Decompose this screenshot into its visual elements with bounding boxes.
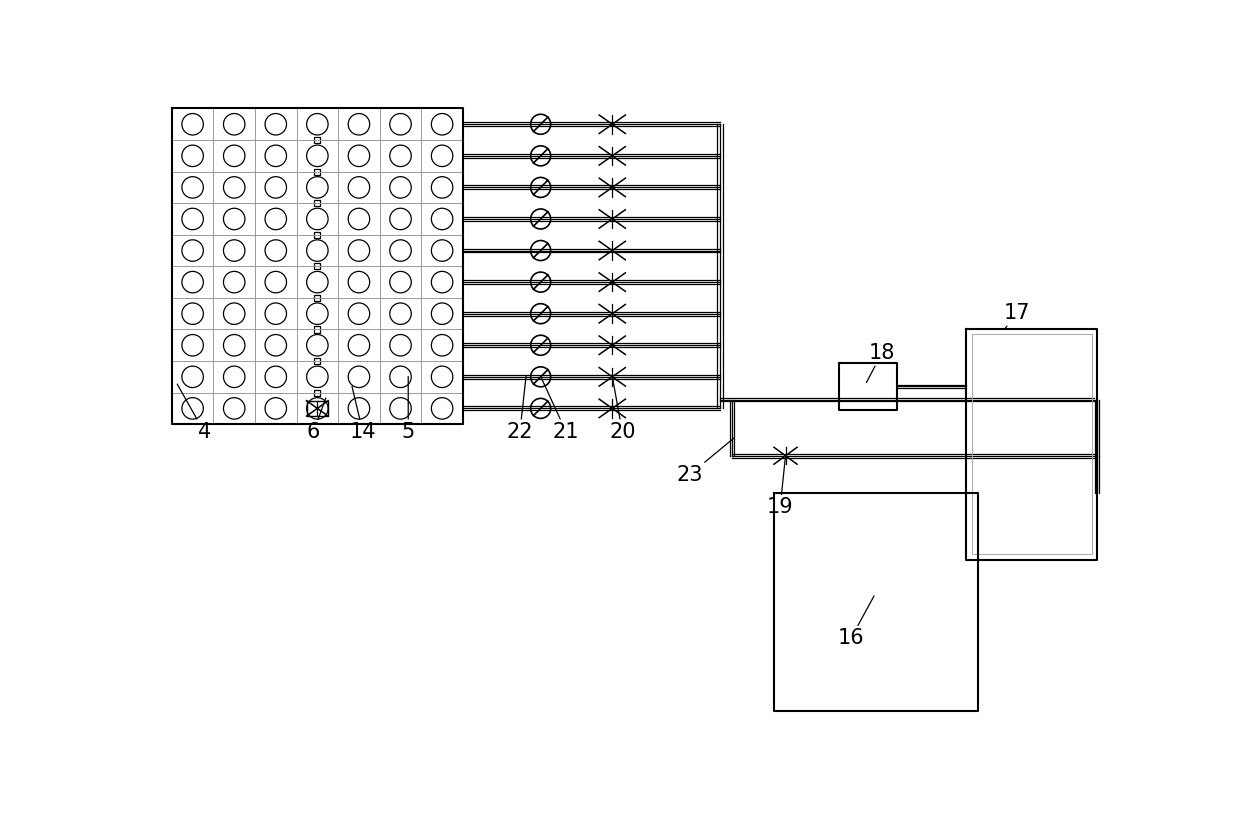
Bar xyxy=(315,137,321,143)
Bar xyxy=(315,390,321,395)
Bar xyxy=(315,294,321,301)
Text: 18: 18 xyxy=(866,343,895,383)
Text: 17: 17 xyxy=(1004,304,1030,328)
Text: 4: 4 xyxy=(177,384,211,442)
Text: 16: 16 xyxy=(838,596,873,648)
Text: 19: 19 xyxy=(767,456,793,518)
Bar xyxy=(315,263,321,270)
Text: 22: 22 xyxy=(507,376,533,442)
Text: 14: 14 xyxy=(349,386,377,442)
Text: 5: 5 xyxy=(401,376,415,442)
Text: 23: 23 xyxy=(676,438,733,485)
Bar xyxy=(315,327,321,332)
Text: 6: 6 xyxy=(307,398,326,442)
Text: 20: 20 xyxy=(610,376,636,442)
Bar xyxy=(315,358,321,364)
Bar xyxy=(315,200,321,206)
Bar xyxy=(315,232,321,238)
Text: 21: 21 xyxy=(540,376,580,442)
Bar xyxy=(315,169,321,174)
